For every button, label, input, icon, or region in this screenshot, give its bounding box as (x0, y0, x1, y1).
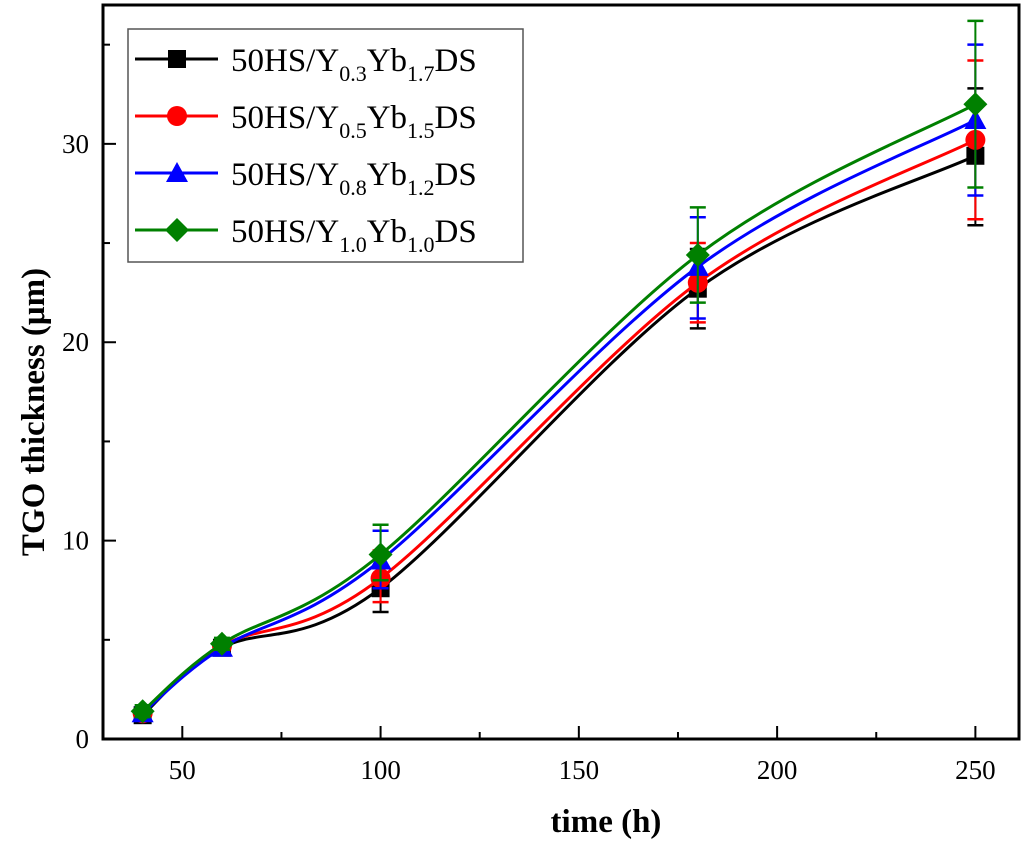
legend-text-part: Yb (367, 100, 407, 136)
legend-text-part: DS (435, 43, 477, 79)
legend-label: 50HS/Y0.5Yb1.5DS (231, 100, 477, 143)
data-point-diamond (130, 699, 155, 724)
legend-subscript: 0.3 (339, 61, 367, 86)
y-tick-label: 0 (76, 724, 90, 754)
x-tick-label: 250 (955, 755, 996, 785)
legend-text-part: 50HS/Y (231, 43, 339, 79)
legend-item: 50HS/Y0.8Yb1.2DS (135, 157, 477, 200)
legend-subscript: 1.2 (407, 175, 435, 200)
x-tick-label: 200 (757, 755, 798, 785)
legend: 50HS/Y0.3Yb1.7DS50HS/Y0.5Yb1.5DS50HS/Y0.… (127, 28, 524, 263)
plot-frame (101, 3, 1021, 741)
x-axis-title: time (h) (551, 804, 662, 840)
data-point-diamond (368, 542, 393, 567)
legend-marker-square (168, 50, 186, 68)
data-point-diamond (685, 242, 710, 267)
legend-box (127, 28, 524, 263)
x-tick-label: 150 (559, 755, 600, 785)
legend-text-part: DS (435, 214, 477, 250)
legend-marker-diamond (165, 218, 189, 242)
legend-subscript: 1.0 (339, 232, 367, 257)
legend-subscript: 1.0 (407, 232, 435, 257)
data-point-diamond (209, 631, 234, 656)
x-tick-label: 50 (169, 755, 196, 785)
legend-label: 50HS/Y0.8Yb1.2DS (231, 157, 477, 200)
y-tick-label: 20 (62, 327, 89, 357)
y-axis-title: TGO thickness (μm) (16, 268, 52, 556)
legend-text-part: DS (435, 100, 477, 136)
data-point-diamond (963, 92, 988, 117)
legend-item: 50HS/Y1.0Yb1.0DS (135, 214, 477, 257)
legend-item: 50HS/Y0.5Yb1.5DS (135, 100, 477, 143)
legend-marker-circle (167, 106, 187, 126)
legend-text-part: Yb (367, 43, 407, 79)
legend-text-part: 50HS/Y (231, 100, 339, 136)
legend-label: 50HS/Y1.0Yb1.0DS (231, 214, 477, 257)
x-tick-label: 100 (360, 755, 401, 785)
axis-ticks: 50 100 150 200 250 0 10 20 30 (62, 43, 996, 785)
y-tick-label: 30 (62, 129, 89, 159)
legend-subscript: 0.5 (339, 118, 367, 143)
legend-text-part: 50HS/Y (231, 157, 339, 193)
legend-marker-triangle (166, 162, 188, 182)
series-4 (130, 19, 988, 724)
legend-item: 50HS/Y0.3Yb1.7DS (135, 43, 477, 86)
legend-label: 50HS/Y0.3Yb1.7DS (231, 43, 477, 86)
legend-text-part: DS (435, 157, 477, 193)
y-tick-label: 10 (62, 526, 89, 556)
legend-text-part: Yb (367, 214, 407, 250)
series-layer (130, 19, 988, 725)
legend-subscript: 1.7 (407, 61, 435, 86)
legend-subscript: 1.5 (407, 118, 435, 143)
legend-subscript: 0.8 (339, 175, 367, 200)
legend-text-part: 50HS/Y (231, 214, 339, 250)
legend-text-part: Yb (367, 157, 407, 193)
